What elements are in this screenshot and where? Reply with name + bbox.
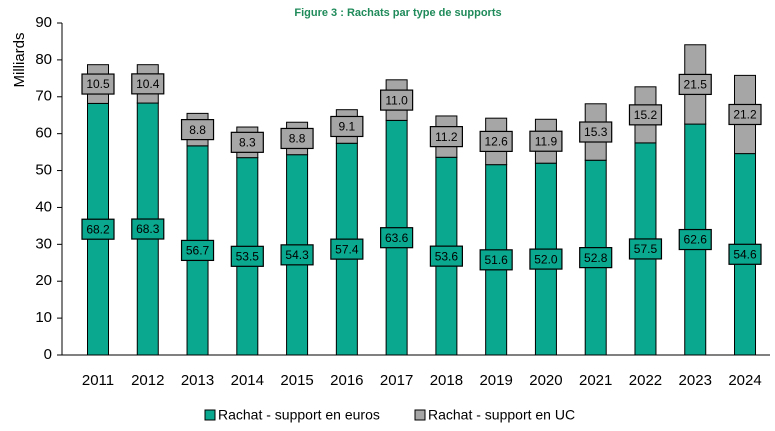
- data-label-box: [628, 238, 663, 260]
- data-label: 63.6: [385, 231, 409, 245]
- data-label: 10.4: [136, 77, 160, 91]
- data-label-box: [579, 247, 613, 269]
- x-tick-label: 2018: [430, 372, 463, 389]
- data-label-box: [429, 245, 463, 267]
- data-label-box: [380, 89, 414, 111]
- y-tick-label: 10: [35, 309, 52, 326]
- data-label-box: [81, 218, 115, 240]
- x-tick-label: 2021: [579, 372, 612, 389]
- data-label-box: [429, 126, 463, 148]
- legend-label: Rachat - support en euros: [218, 407, 380, 423]
- data-label-box: [230, 245, 264, 267]
- legend-swatch: [204, 409, 216, 421]
- data-label: 54.3: [285, 248, 309, 262]
- data-label: 54.6: [733, 247, 757, 261]
- data-label: 12.6: [484, 135, 508, 149]
- data-label: 51.6: [484, 253, 508, 267]
- legend-swatch: [414, 409, 426, 421]
- x-tick-label: 2016: [330, 372, 363, 389]
- x-tick-label: 2020: [529, 372, 562, 389]
- x-tick-label: 2015: [280, 372, 313, 389]
- y-tick-label: 60: [35, 125, 52, 142]
- y-tick-label: 40: [35, 198, 52, 215]
- data-label: 56.7: [186, 244, 210, 258]
- data-label: 11.9: [535, 134, 558, 148]
- data-label: 10.5: [86, 77, 110, 91]
- data-label-box: [230, 131, 264, 153]
- data-label: 62.6: [684, 233, 708, 247]
- data-label-box: [81, 73, 115, 95]
- data-label-box: [330, 238, 364, 260]
- data-label-box: [280, 244, 314, 266]
- x-tick-label: 2014: [231, 372, 264, 389]
- data-label: 57.5: [634, 242, 658, 256]
- data-label: 68.2: [86, 222, 110, 236]
- data-label-box: [529, 130, 563, 152]
- data-label: 15.2: [634, 108, 658, 122]
- y-tick-label: 70: [35, 88, 52, 105]
- data-label-box: [728, 243, 762, 265]
- data-label-box: [479, 249, 513, 271]
- data-label: 9.1: [339, 120, 356, 134]
- data-label: 21.5: [684, 78, 708, 92]
- data-label: 15.3: [584, 125, 608, 139]
- x-tick-label: 2024: [728, 372, 761, 389]
- data-label-box: [678, 228, 712, 251]
- x-tick-label: 2023: [679, 372, 712, 389]
- data-label: 53.5: [236, 249, 260, 263]
- data-label: 68.3: [136, 222, 160, 236]
- data-label-box: [280, 127, 314, 150]
- data-label: 8.3: [239, 136, 256, 150]
- data-label-box: [678, 73, 712, 96]
- data-label-box: [131, 218, 165, 240]
- data-label-box: [330, 115, 364, 138]
- data-label-box: [180, 239, 215, 262]
- x-tick-label: 2012: [131, 372, 164, 389]
- x-tick-label: 2011: [82, 372, 114, 389]
- legend-label: Rachat - support en UC: [428, 407, 575, 423]
- data-label: 8.8: [189, 123, 206, 137]
- data-label-box: [728, 103, 762, 126]
- data-label: 52.8: [584, 251, 608, 265]
- data-label-box: [529, 248, 563, 270]
- y-tick-label: 20: [35, 272, 52, 289]
- y-tick-label: 90: [35, 14, 52, 31]
- data-label: 52.0: [534, 252, 558, 266]
- y-axis-label: Milliards: [11, 32, 28, 87]
- x-tick-label: 2022: [629, 372, 662, 389]
- data-label: 53.6: [435, 249, 459, 263]
- x-tick-label: 2013: [181, 372, 214, 389]
- x-tick-label: 2017: [380, 372, 413, 389]
- data-label-box: [131, 73, 165, 95]
- y-tick-label: 30: [35, 235, 52, 252]
- chart-title: Figure 3 : Rachats par type de supports: [294, 7, 501, 19]
- data-label: 21.2: [733, 108, 757, 122]
- data-label-box: [479, 130, 513, 153]
- data-label-box: [380, 227, 414, 249]
- x-tick-label: 2019: [479, 372, 512, 389]
- data-label: 8.8: [289, 132, 306, 146]
- data-label: 57.4: [335, 242, 359, 256]
- y-tick-label: 80: [35, 51, 52, 68]
- data-label-box: [579, 121, 613, 143]
- y-tick-label: 0: [44, 346, 52, 363]
- data-label: 11.0: [385, 93, 408, 107]
- y-tick-label: 50: [35, 162, 52, 179]
- data-label: 11.2: [435, 130, 458, 144]
- data-label-box: [180, 119, 215, 141]
- data-label-box: [628, 104, 663, 126]
